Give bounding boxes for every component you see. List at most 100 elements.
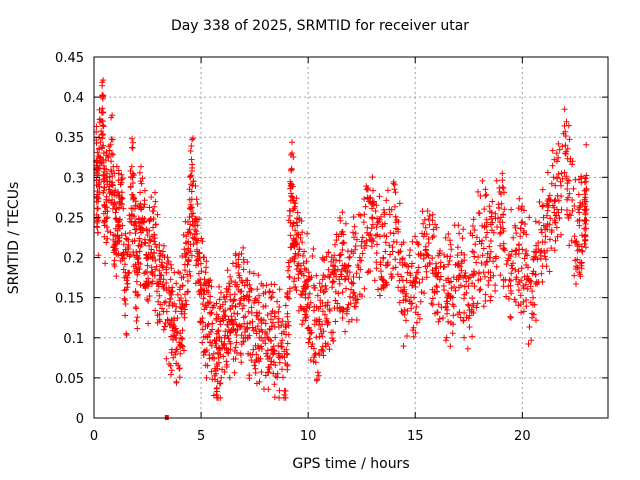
data-point	[240, 338, 247, 345]
data-point	[543, 263, 550, 270]
data-point	[250, 346, 257, 353]
data-point	[348, 286, 354, 293]
data-point	[408, 300, 414, 307]
data-point	[543, 212, 550, 219]
data-point	[482, 261, 489, 268]
data-point	[189, 182, 196, 189]
data-point	[129, 135, 135, 142]
data-point	[295, 231, 302, 238]
data-point	[193, 196, 200, 203]
data-point	[501, 206, 508, 213]
data-point	[333, 231, 340, 238]
data-point	[224, 289, 231, 295]
data-point	[209, 304, 216, 311]
data-point	[512, 224, 519, 231]
data-point	[154, 211, 161, 218]
data-point	[576, 209, 583, 216]
data-point	[331, 269, 337, 276]
data-point	[384, 187, 391, 194]
data-point	[270, 350, 277, 357]
data-point	[490, 258, 497, 265]
data-point	[262, 372, 269, 379]
data-point	[94, 229, 101, 236]
data-point	[440, 315, 446, 321]
data-point	[442, 234, 449, 241]
data-point	[305, 324, 312, 331]
data-point	[363, 237, 370, 244]
data-point	[197, 287, 204, 294]
data-point	[420, 220, 427, 227]
data-point	[244, 277, 251, 284]
data-point	[281, 387, 288, 394]
data-point	[500, 228, 507, 234]
data-point	[138, 204, 145, 211]
data-point	[547, 215, 554, 222]
data-point	[254, 323, 261, 330]
data-point	[426, 212, 433, 219]
data-point	[434, 309, 441, 316]
data-point	[504, 257, 511, 264]
data-point	[549, 147, 556, 154]
data-point	[161, 283, 168, 290]
data-point	[159, 263, 166, 270]
data-point	[123, 330, 130, 337]
data-point	[332, 318, 339, 325]
data-point	[98, 128, 105, 135]
data-point	[96, 153, 103, 160]
data-point	[102, 157, 109, 164]
data-point	[132, 230, 139, 237]
data-point	[518, 265, 525, 272]
data-point	[416, 315, 423, 322]
data-point	[487, 274, 494, 281]
data-point	[404, 308, 411, 314]
data-point	[214, 363, 221, 370]
data-point	[126, 253, 133, 260]
data-point	[276, 304, 283, 310]
data-point	[344, 304, 351, 311]
data-point	[540, 214, 547, 221]
data-point	[426, 259, 433, 266]
data-point	[582, 225, 589, 232]
data-point	[141, 270, 148, 277]
data-point	[348, 248, 355, 255]
data-point	[255, 272, 262, 279]
data-point	[317, 297, 324, 304]
data-point	[133, 305, 140, 312]
data-point	[332, 263, 339, 270]
data-point	[390, 230, 397, 237]
data-point	[187, 173, 194, 180]
data-point	[203, 374, 210, 381]
data-point	[350, 214, 357, 220]
data-point	[207, 293, 214, 300]
data-point	[365, 232, 372, 239]
data-point	[113, 273, 120, 280]
data-point	[224, 267, 231, 274]
data-point	[274, 298, 281, 305]
data-point	[320, 348, 327, 355]
data-point	[167, 296, 174, 303]
data-point	[446, 237, 453, 244]
data-point	[316, 351, 323, 358]
data-point	[480, 245, 487, 252]
data-point	[153, 263, 160, 270]
data-point	[178, 335, 184, 341]
data-point	[163, 355, 170, 362]
data-point	[436, 315, 443, 322]
data-point	[384, 262, 391, 269]
data-point	[435, 318, 442, 325]
y-axis-ticks: 0 0.05 0.1 0.15 0.2 0.25 0.3 0.35 0.4 0.45	[55, 51, 608, 427]
data-point	[417, 298, 424, 305]
data-point	[395, 284, 402, 291]
data-point	[234, 326, 241, 333]
data-point	[229, 260, 236, 267]
data-point	[105, 186, 112, 193]
data-point	[181, 250, 188, 257]
data-point	[306, 335, 313, 342]
data-point	[445, 293, 452, 299]
data-point	[528, 337, 535, 344]
data-point	[208, 283, 215, 290]
data-point	[398, 241, 405, 248]
data-point	[156, 247, 163, 254]
data-point	[141, 239, 148, 246]
data-point	[565, 122, 572, 129]
